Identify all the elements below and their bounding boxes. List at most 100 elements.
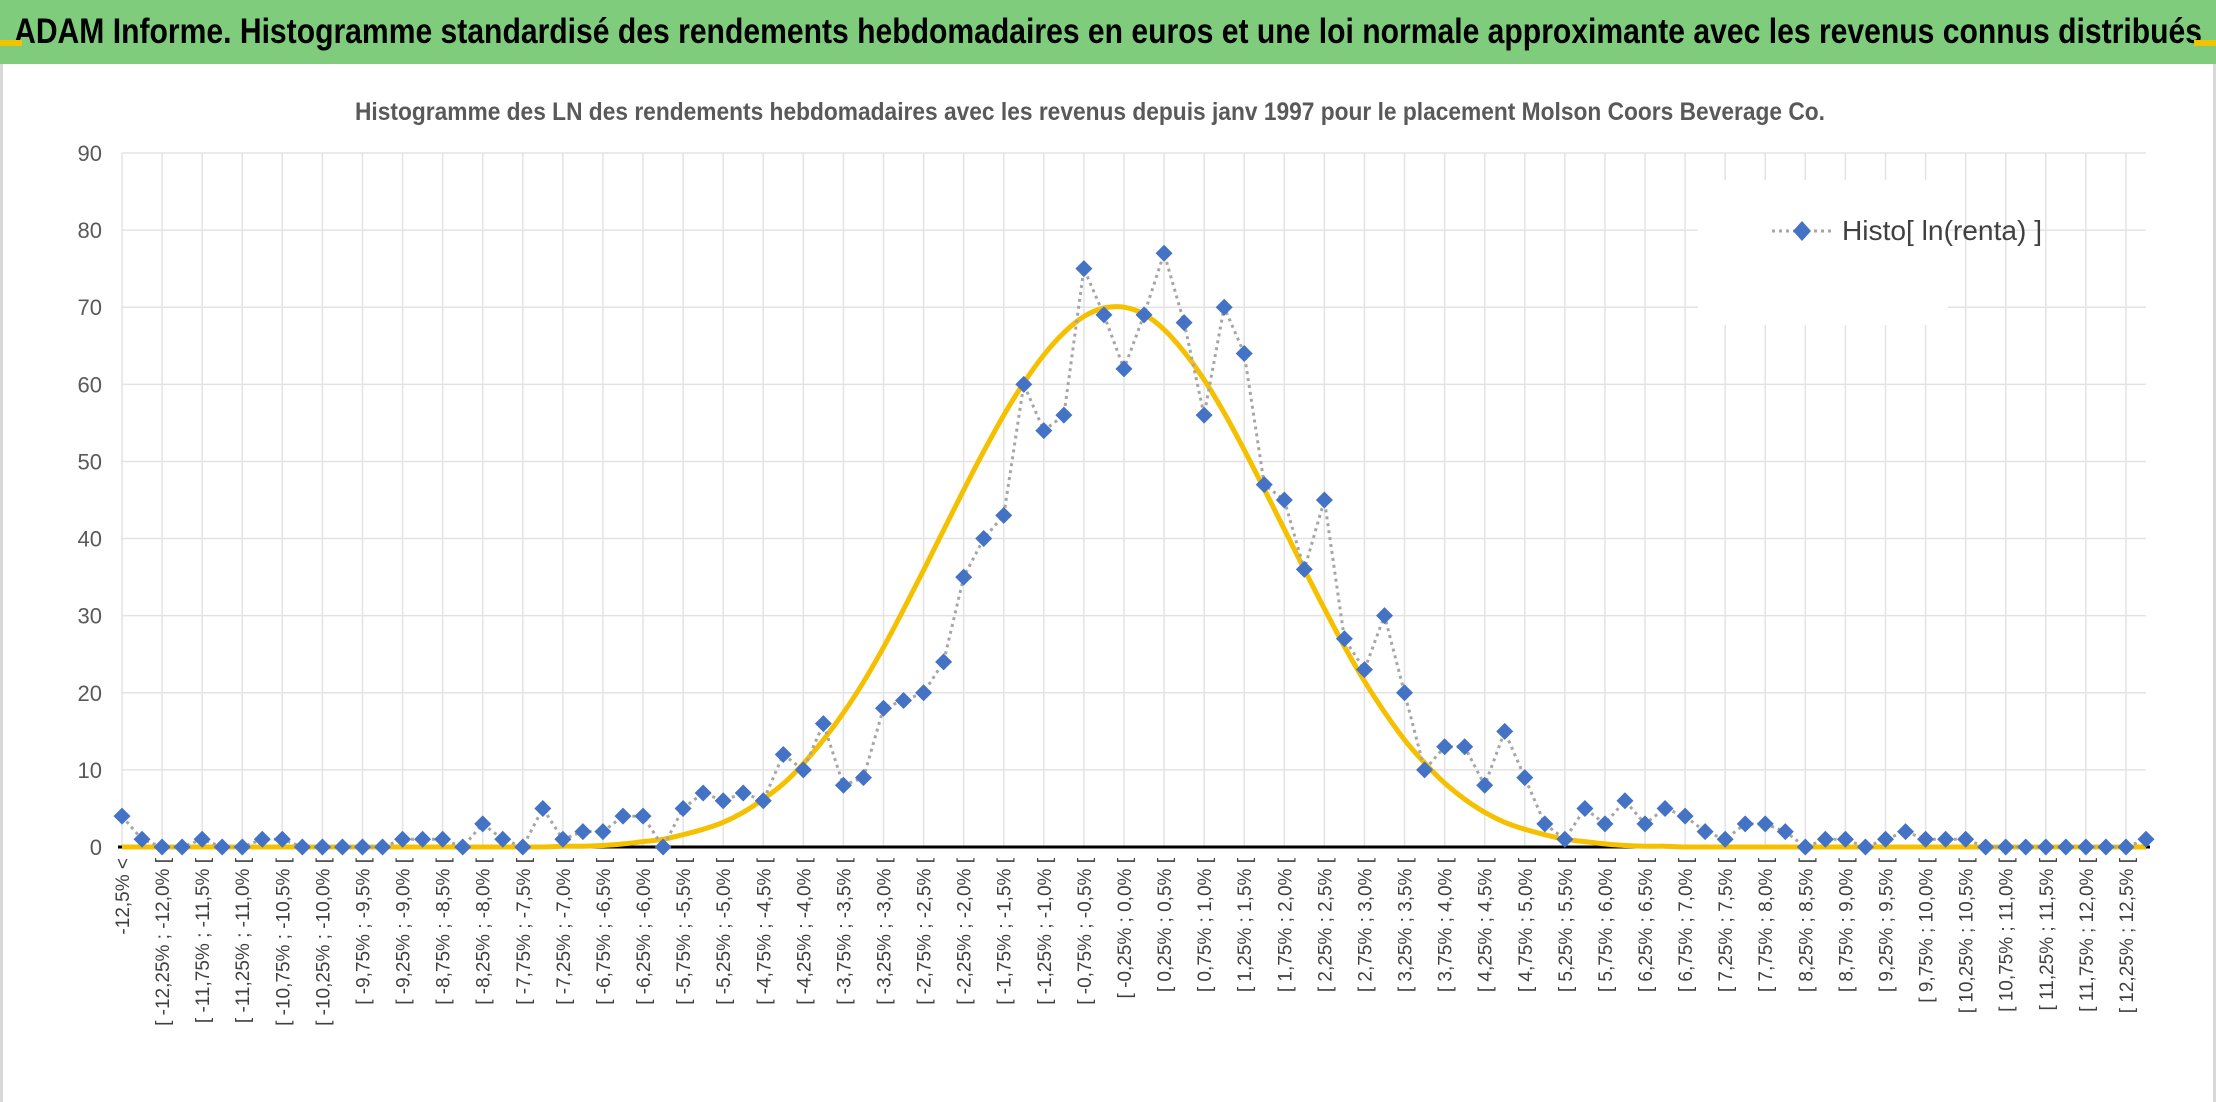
histogram-point [1636,815,1654,833]
histogram-point [915,684,933,702]
report-title: ADAM Informe. Histogramme standardisé de… [14,12,2202,51]
histogram-point [394,830,412,848]
histogram-point [834,776,852,794]
histogram-points [113,244,2155,856]
histogram-point [1375,607,1393,625]
x-tick-label: [ -11,75% ; -11,5% [ [193,857,214,1023]
histogram-point [1235,344,1253,362]
x-tick-label: [ -8,75% ; -8,5% [ [434,857,455,1005]
histogram-point [1015,375,1033,393]
legend-label: Histo[ ln(renta) ] [1842,215,2042,246]
histogram-point [1756,815,1774,833]
histogram-point [474,815,492,833]
x-tick-label: [ 12,25% ; 12,5% [ [2117,857,2138,1013]
histogram-point [1055,406,1073,424]
chart-title: Histogramme des LN des rendements hebdom… [355,98,1825,126]
histogram-point [774,745,792,763]
x-tick-label: [ -10,25% ; -10,0% [ [313,857,334,1026]
histogram-point [1035,422,1053,440]
x-tick-label: [ -8,25% ; -8,0% [ [474,857,495,1005]
chart-frame [0,64,2216,1102]
x-tick-label: [ 11,25% ; 11,5% [ [2037,857,2058,1010]
histogram-point [193,830,211,848]
histogram-point [554,830,572,848]
histogram-point [1476,776,1494,794]
histogram-point [1175,314,1193,332]
legend-marker-icon [1793,221,1811,241]
x-tick-label: [ 5,25% ; 5,5% [ [1556,857,1577,992]
x-tick-label: [ 8,25% ; 8,5% [ [1796,857,1817,992]
histogram-point [614,807,632,825]
x-tick-label: [ -10,75% ; -10,5% [ [273,857,294,1026]
histogram-point [694,784,712,802]
histogram-point [1977,838,1995,856]
y-tick-label: 30 [78,604,102,629]
histogram-point [273,830,291,848]
histogram-point [2057,838,2075,856]
x-tick-label: [ -12,25% ; -12,0% [ [153,857,174,1026]
x-tick-label: [ -2,25% ; -2,0% [ [955,857,976,1005]
histogram-point [895,691,913,709]
histogram-point [634,807,652,825]
histogram-point [113,807,131,825]
y-tick-label: 40 [78,527,102,552]
histogram-dotted-line [120,248,2147,850]
histogram-point [794,761,812,779]
histogram-point [2037,838,2055,856]
x-tick-label: [ -9,75% ; -9,5% [ [353,857,374,1005]
histogram-point [2137,830,2155,848]
histogram-point [754,792,772,810]
histogram-point [935,653,953,671]
histogram-point [594,823,612,841]
x-tick-label: [ -7,75% ; -7,5% [ [514,857,535,1005]
histogram-point [1536,815,1554,833]
histogram-point [1075,260,1093,278]
x-tick-label: [ 2,75% ; 3,0% [ [1355,857,1376,992]
histogram-point [454,838,472,856]
y-tick-label: 60 [78,372,102,397]
histogram-point [1516,769,1534,787]
x-tick-label: [ -4,25% ; -4,0% [ [794,857,815,1005]
histogram-point [1355,661,1373,679]
histogram-point [2077,838,2095,856]
x-tick-label: [ -7,25% ; -7,0% [ [554,857,575,1005]
y-tick-label: 50 [78,449,102,474]
histogram-point [2097,838,2115,856]
histogram-point [1937,830,1955,848]
histogram-point [875,699,893,717]
x-tick-label: [ 0,25% ; 0,5% [ [1155,857,1176,992]
histogram-point [1816,830,1834,848]
x-tick-label: [ 7,75% ; 8,0% [ [1756,857,1777,992]
histogram-point [1656,799,1674,817]
y-tick-label: 90 [78,141,102,166]
report-banner: ADAM Informe. Histogramme standardisé de… [0,0,2216,64]
histogram-point [1696,823,1714,841]
histogram-point [2017,838,2035,856]
histogram-point [1556,830,1574,848]
histogram-point [1676,807,1694,825]
histogram-point [574,823,592,841]
x-axis-tick-labels: -12,5% < [ -12,25% ; -12,0% [[ -11,75% ; … [113,857,2138,1026]
histogram-point [714,792,732,810]
histogram-point [995,506,1013,524]
histogram-point [494,830,512,848]
x-tick-label: [ 1,75% ; 2,0% [ [1275,857,1296,992]
histogram-point [975,530,993,548]
x-tick-label: [ 6,25% ; 6,5% [ [1636,857,1657,992]
y-tick-label: 80 [78,218,102,243]
x-tick-label: [ 10,75% ; 11,0% [ [1997,857,2018,1012]
x-tick-label: [ 4,75% ; 5,0% [ [1516,857,1537,992]
x-tick-label: [ -3,75% ; -3,5% [ [834,857,855,1005]
x-tick-label: [ -0,75% ; -0,5% [ [1075,857,1096,1005]
histogram-point [1416,761,1434,779]
x-tick-label: [ 2,25% ; 2,5% [ [1315,857,1336,992]
histogram-point [233,838,251,856]
histogram-point [153,838,171,856]
y-axis-tick-labels: 0 10 20 30 40 50 60 70 80 90 [78,141,102,860]
histogram-point [1856,838,1874,856]
histogram-point [374,838,392,856]
legend: Histo[ ln(renta) ] [1698,180,2042,325]
histogram-point [654,838,672,856]
y-tick-label: 0 [90,835,102,860]
